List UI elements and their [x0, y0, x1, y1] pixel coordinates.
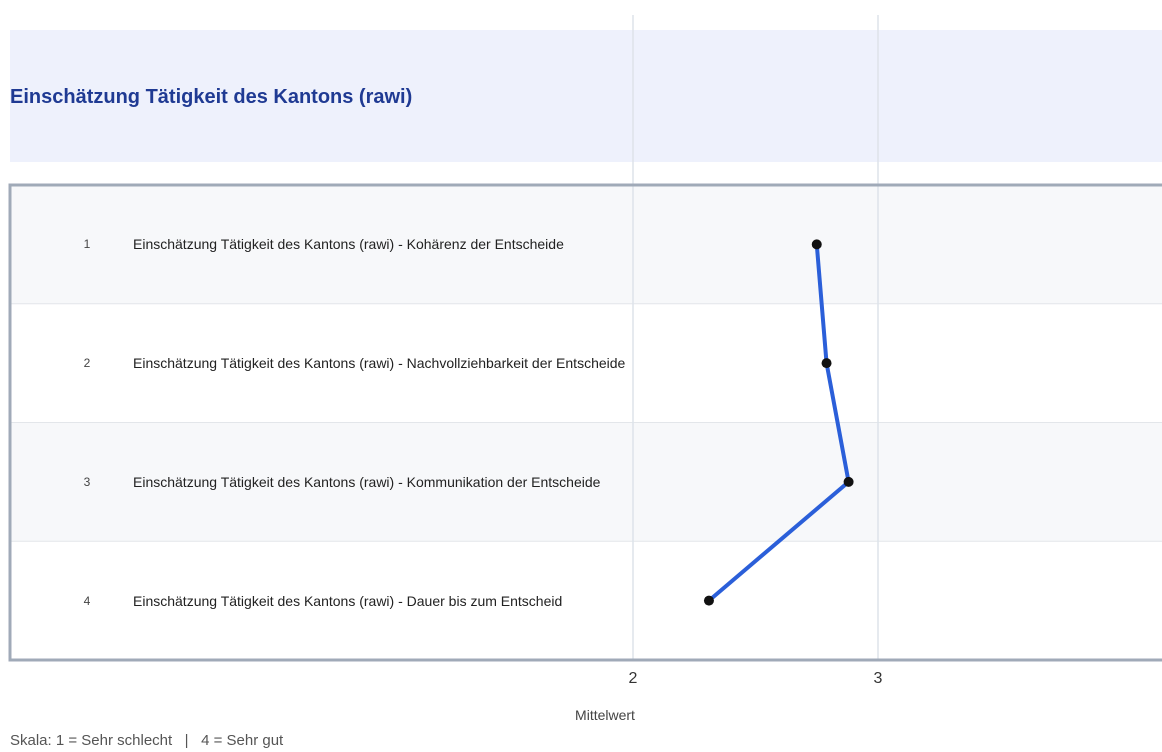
scale-note: Skala: 1 = Sehr schlecht | 4 = Sehr gut [10, 732, 284, 749]
row-background [10, 185, 1162, 304]
header-band [10, 30, 1162, 162]
x-tick-label: 2 [628, 670, 638, 687]
profile-line [707, 244, 851, 603]
table-border [8, 183, 1162, 662]
row-label: Einschätzung Tätigkeit des Kantons (rawi… [133, 236, 564, 253]
row-label: Einschätzung Tätigkeit des Kantons (rawi… [133, 355, 626, 372]
data-point [811, 239, 822, 250]
data-point [843, 476, 854, 487]
chart-title: Einschätzung Tätigkeit des Kantons (rawi… [10, 86, 413, 108]
row-background [10, 303, 1162, 423]
row-background [10, 422, 1162, 542]
x-axis-label: Mittelwert [575, 707, 635, 723]
row-number: 3 [83, 474, 91, 489]
row-label: Einschätzung Tätigkeit des Kantons (rawi… [133, 592, 563, 609]
row-number: 4 [83, 593, 91, 608]
row-number: 1 [83, 237, 91, 252]
data-point [821, 358, 832, 369]
x-tick-label: 3 [873, 670, 883, 687]
data-point [703, 595, 714, 606]
row-background [10, 541, 1162, 660]
row-label: Einschätzung Tätigkeit des Kantons (rawi… [133, 473, 601, 490]
row-number: 2 [83, 356, 91, 371]
